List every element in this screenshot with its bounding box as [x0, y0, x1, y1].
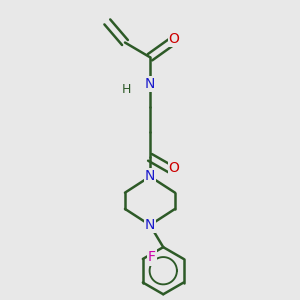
- Text: N: N: [145, 218, 155, 232]
- Text: N: N: [145, 169, 155, 184]
- Text: O: O: [169, 32, 180, 46]
- Text: N: N: [145, 77, 155, 91]
- Text: F: F: [148, 250, 156, 265]
- Text: H: H: [122, 83, 131, 96]
- Text: O: O: [169, 161, 180, 175]
